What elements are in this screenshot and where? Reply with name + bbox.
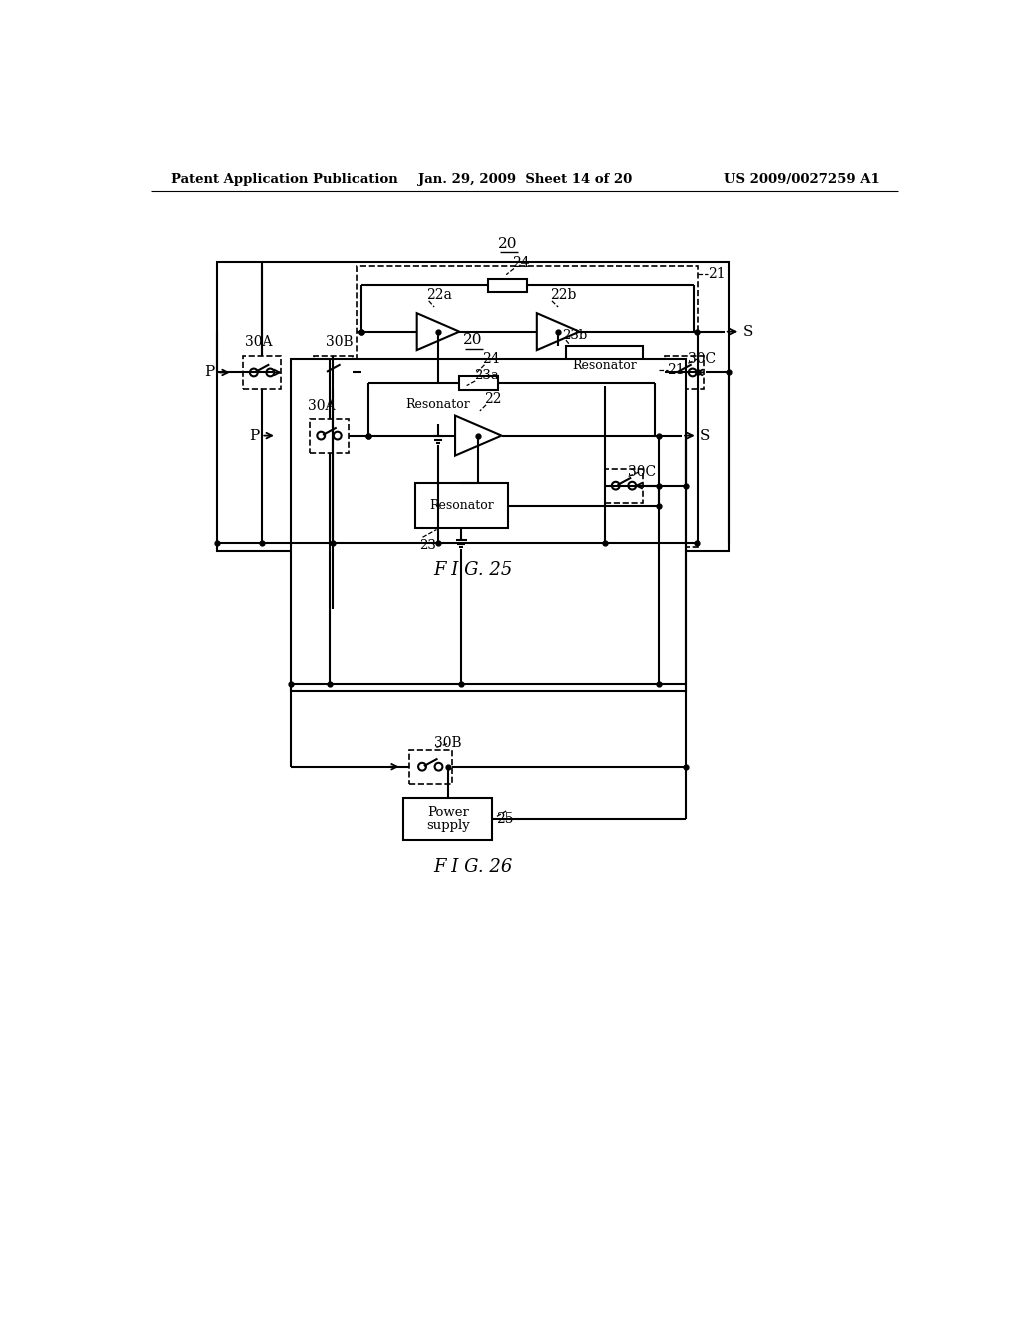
Bar bbox=[310, 418, 349, 453]
Text: F I G. 25: F I G. 25 bbox=[433, 561, 513, 579]
Text: 22b: 22b bbox=[550, 288, 577, 302]
Bar bbox=[365, 363, 658, 688]
Bar bbox=[217, 263, 729, 552]
Bar bbox=[403, 797, 493, 840]
Bar bbox=[415, 483, 508, 528]
Bar bbox=[665, 355, 703, 389]
Bar bbox=[566, 346, 643, 385]
Bar bbox=[604, 469, 643, 503]
Text: 20: 20 bbox=[463, 333, 482, 347]
Text: Patent Application Publication: Patent Application Publication bbox=[171, 173, 397, 186]
Polygon shape bbox=[455, 416, 502, 455]
Text: supply: supply bbox=[426, 820, 470, 832]
Text: S: S bbox=[742, 325, 753, 339]
Bar bbox=[356, 267, 697, 548]
Polygon shape bbox=[537, 313, 580, 350]
Text: P: P bbox=[250, 429, 260, 442]
Text: 23b: 23b bbox=[562, 329, 587, 342]
Text: 22: 22 bbox=[484, 392, 502, 407]
Text: 20: 20 bbox=[498, 236, 517, 251]
Text: Resonator: Resonator bbox=[406, 397, 470, 411]
Bar bbox=[403, 384, 473, 424]
Text: Resonator: Resonator bbox=[429, 499, 494, 512]
Polygon shape bbox=[417, 313, 460, 350]
Text: F I G. 26: F I G. 26 bbox=[433, 858, 513, 875]
Text: 30C: 30C bbox=[688, 352, 717, 367]
Text: 30B: 30B bbox=[434, 735, 462, 750]
Bar bbox=[488, 279, 527, 293]
Text: 30A: 30A bbox=[245, 335, 272, 350]
Text: 21: 21 bbox=[708, 267, 725, 281]
Text: 30A: 30A bbox=[308, 399, 335, 412]
Text: 22a: 22a bbox=[426, 288, 453, 302]
Text: US 2009/0027259 A1: US 2009/0027259 A1 bbox=[724, 173, 880, 186]
Text: 23: 23 bbox=[419, 539, 435, 552]
Text: 23a: 23a bbox=[474, 370, 500, 383]
Text: Jan. 29, 2009  Sheet 14 of 20: Jan. 29, 2009 Sheet 14 of 20 bbox=[418, 173, 632, 186]
Text: Resonator: Resonator bbox=[572, 359, 637, 372]
Text: S: S bbox=[700, 429, 711, 442]
Text: 24: 24 bbox=[512, 256, 529, 271]
Text: 25: 25 bbox=[496, 812, 514, 826]
Text: 30B: 30B bbox=[326, 335, 353, 350]
Bar bbox=[459, 376, 498, 391]
Text: 30C: 30C bbox=[628, 466, 656, 479]
Text: Power: Power bbox=[427, 807, 469, 818]
Text: P: P bbox=[205, 366, 215, 379]
Bar bbox=[314, 355, 352, 389]
Bar bbox=[243, 355, 282, 389]
Text: 24: 24 bbox=[482, 352, 500, 367]
Bar bbox=[409, 750, 452, 784]
Text: 21: 21 bbox=[667, 363, 684, 378]
Bar bbox=[291, 359, 686, 692]
